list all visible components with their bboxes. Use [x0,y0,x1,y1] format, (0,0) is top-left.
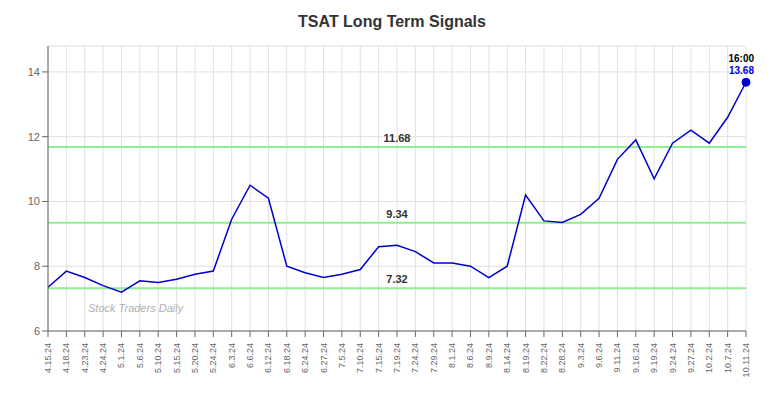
svg-text:4.23.24: 4.23.24 [80,343,90,373]
svg-text:8.28.24: 8.28.24 [557,343,567,373]
svg-text:7.10.24: 7.10.24 [355,343,365,373]
svg-text:12: 12 [28,131,40,143]
svg-text:8.14.24: 8.14.24 [502,343,512,373]
svg-text:5.6.24: 5.6.24 [135,343,145,368]
svg-text:7.5.24: 7.5.24 [337,343,347,368]
svg-text:4.15.24: 4.15.24 [43,343,53,373]
svg-text:9.11.24: 9.11.24 [612,343,622,372]
svg-text:6.3.24: 6.3.24 [227,343,237,368]
svg-text:14: 14 [28,66,40,78]
svg-text:6.27.24: 6.27.24 [319,343,329,373]
svg-text:10: 10 [28,195,40,207]
svg-text:9.34: 9.34 [386,208,408,220]
svg-text:8.22.24: 8.22.24 [539,343,549,373]
svg-text:10.2.24: 10.2.24 [704,343,714,373]
svg-text:16:00: 16:00 [728,53,754,64]
svg-text:4.18.24: 4.18.24 [61,343,71,373]
svg-text:9.19.24: 9.19.24 [649,343,659,373]
svg-text:6: 6 [34,325,40,337]
svg-text:10.11.24: 10.11.24 [741,343,751,377]
svg-text:10.7.24: 10.7.24 [723,343,733,373]
svg-text:9.16.24: 9.16.24 [631,343,641,373]
svg-text:8: 8 [34,260,40,272]
svg-text:7.29.24: 7.29.24 [429,343,439,373]
svg-text:4.24.24: 4.24.24 [98,343,108,373]
svg-text:7.24.24: 7.24.24 [410,343,420,373]
svg-text:6.12.24: 6.12.24 [263,343,273,373]
svg-text:5.15.24: 5.15.24 [172,343,182,373]
svg-text:7.32: 7.32 [386,273,407,285]
svg-text:7.15.24: 7.15.24 [374,343,384,373]
svg-text:9.6.24: 9.6.24 [594,343,604,368]
svg-text:9.27.24: 9.27.24 [686,343,696,373]
svg-text:5.1.24: 5.1.24 [116,343,126,368]
svg-text:11.68: 11.68 [384,132,411,144]
svg-text:7.19.24: 7.19.24 [392,343,402,373]
svg-text:5.20.24: 5.20.24 [190,343,200,373]
html-text:TSAT Long Term Signals: TSAT Long Term Signals [298,13,486,30]
svg-text:5.24.24: 5.24.24 [208,343,218,373]
svg-text:6.24.24: 6.24.24 [300,343,310,373]
svg-text:8.19.24: 8.19.24 [521,343,531,373]
svg-text:6.18.24: 6.18.24 [282,343,292,373]
svg-text:5.10.24: 5.10.24 [153,343,163,373]
svg-text:9.3.24: 9.3.24 [576,343,586,368]
svg-text:8.9.24: 8.9.24 [484,343,494,368]
svg-text:13.68: 13.68 [729,65,754,76]
svg-text:8.6.24: 8.6.24 [465,343,475,368]
html-text:Stock Traders Daily: Stock Traders Daily [88,302,184,314]
svg-text:8.1.24: 8.1.24 [447,343,457,368]
svg-text:9.24.24: 9.24.24 [668,343,678,373]
svg-text:6.6.24: 6.6.24 [245,343,255,368]
